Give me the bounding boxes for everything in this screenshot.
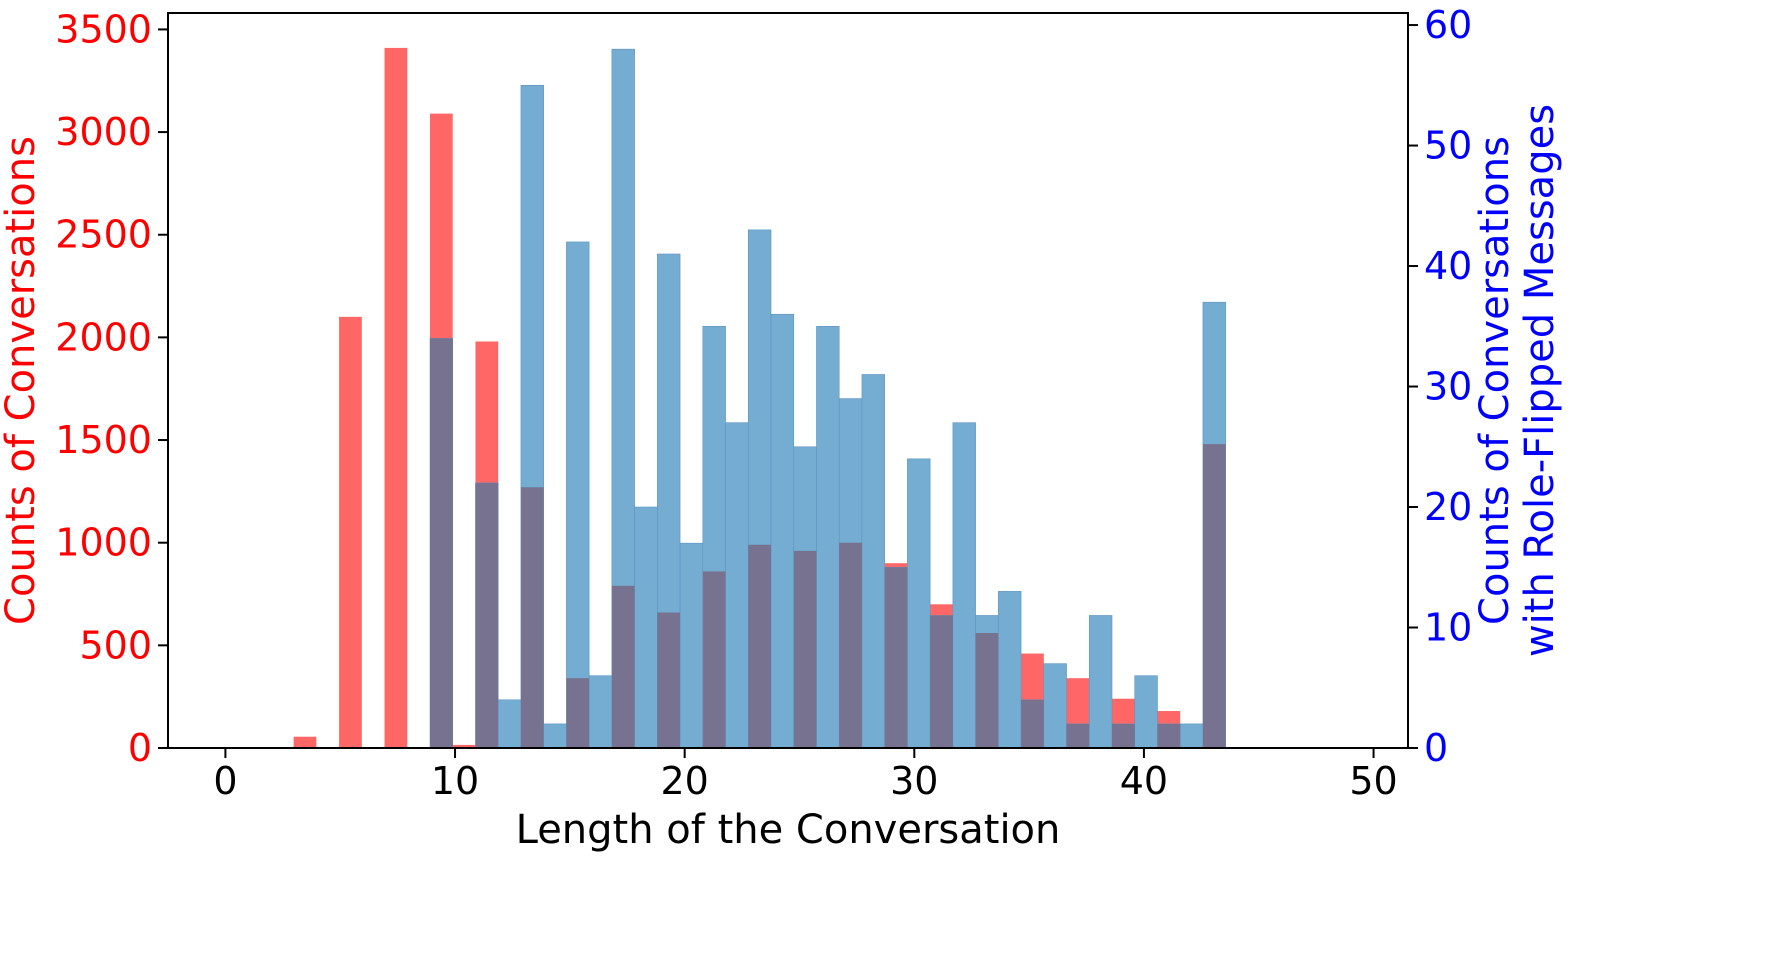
y-left-tick-label: 3000 [55, 110, 152, 154]
overlap-bar [793, 550, 817, 748]
y-left-tick-label: 0 [128, 726, 152, 770]
right-series-bar [497, 699, 522, 749]
y-right-tick-label: 50 [1424, 124, 1472, 168]
y-left-tick-label: 2000 [55, 315, 152, 359]
right-series-bar [861, 374, 885, 749]
right-series-bar [543, 723, 567, 749]
right-series-bar [770, 313, 795, 749]
x-tick-label: 50 [1349, 759, 1397, 803]
right-series-bar [952, 422, 976, 749]
right-series-bar [907, 458, 931, 749]
overlap-bar [430, 338, 453, 748]
right-series-bar [566, 241, 590, 749]
right-series-bar [1179, 723, 1204, 749]
x-tick-label: 30 [890, 759, 938, 803]
y-right-tick-label: 30 [1424, 365, 1472, 409]
right-series-bars [429, 48, 1226, 749]
x-axis-label: Length of the Conversation [516, 807, 1061, 853]
right-series-bar [1088, 615, 1113, 749]
right-series-bar [634, 506, 658, 749]
right-series-bar [1043, 663, 1067, 749]
overlap-bar [1112, 723, 1135, 748]
right-series-bar [588, 675, 613, 749]
overlap-bars [430, 338, 1226, 748]
y-right-tick-label: 60 [1424, 3, 1472, 47]
y-axis-label-left: Counts of Conversations [0, 136, 44, 625]
x-axis: 0 10 20 30 40 50 [213, 748, 1398, 803]
y-right-tick-label: 10 [1424, 606, 1472, 650]
overlap-bar [1021, 699, 1044, 748]
overlap-bar [566, 678, 590, 748]
y-axis-label-right-line-1: Counts of Conversations [1472, 136, 1518, 625]
left-series-bar [452, 744, 476, 748]
left-series-bar [384, 47, 408, 749]
y-left-tick-label: 500 [79, 623, 152, 667]
y-axis-label-right-line-2: with Role-Flipped Messages [1517, 104, 1563, 657]
y-axis-right: 0 10 20 30 40 50 60 [1408, 3, 1472, 770]
overlap-bar [520, 487, 544, 748]
right-series-bar [998, 591, 1022, 749]
y-left-tick-label: 2500 [55, 213, 152, 257]
overlap-bar [1157, 723, 1181, 748]
y-left-tick-label: 1000 [55, 521, 152, 565]
x-tick-label: 40 [1120, 759, 1168, 803]
overlap-bar [702, 571, 726, 748]
overlap-bar [930, 615, 953, 748]
overlap-bar [1066, 723, 1090, 748]
left-series-bar [339, 316, 362, 748]
y-left-tick-label: 1500 [55, 418, 152, 462]
x-tick-label: 0 [213, 759, 237, 803]
y-right-tick-label: 20 [1424, 485, 1472, 529]
right-series-bar [679, 542, 704, 749]
right-series-bar [725, 422, 749, 749]
overlap-bar [839, 542, 862, 748]
y-right-tick-label: 0 [1424, 726, 1448, 770]
overlap-bar [611, 585, 635, 748]
x-tick-label: 10 [431, 759, 479, 803]
y-right-tick-label: 40 [1424, 244, 1472, 288]
overlap-bar [475, 482, 499, 748]
plot-frame [167, 12, 1409, 749]
right-series-bar [816, 325, 840, 749]
y-axis-left: 0 500 1000 1500 2000 2500 3000 3500 [55, 7, 168, 770]
y-left-tick-label: 3500 [55, 7, 152, 51]
left-series-bar [293, 736, 317, 748]
overlap-bar [1202, 444, 1226, 748]
right-series-bar [1134, 675, 1158, 749]
x-tick-label: 20 [660, 759, 708, 803]
overlap-bar [748, 544, 772, 748]
overlap-bar [975, 633, 999, 748]
overlap-bar [884, 567, 908, 748]
overlap-bar [657, 612, 681, 748]
